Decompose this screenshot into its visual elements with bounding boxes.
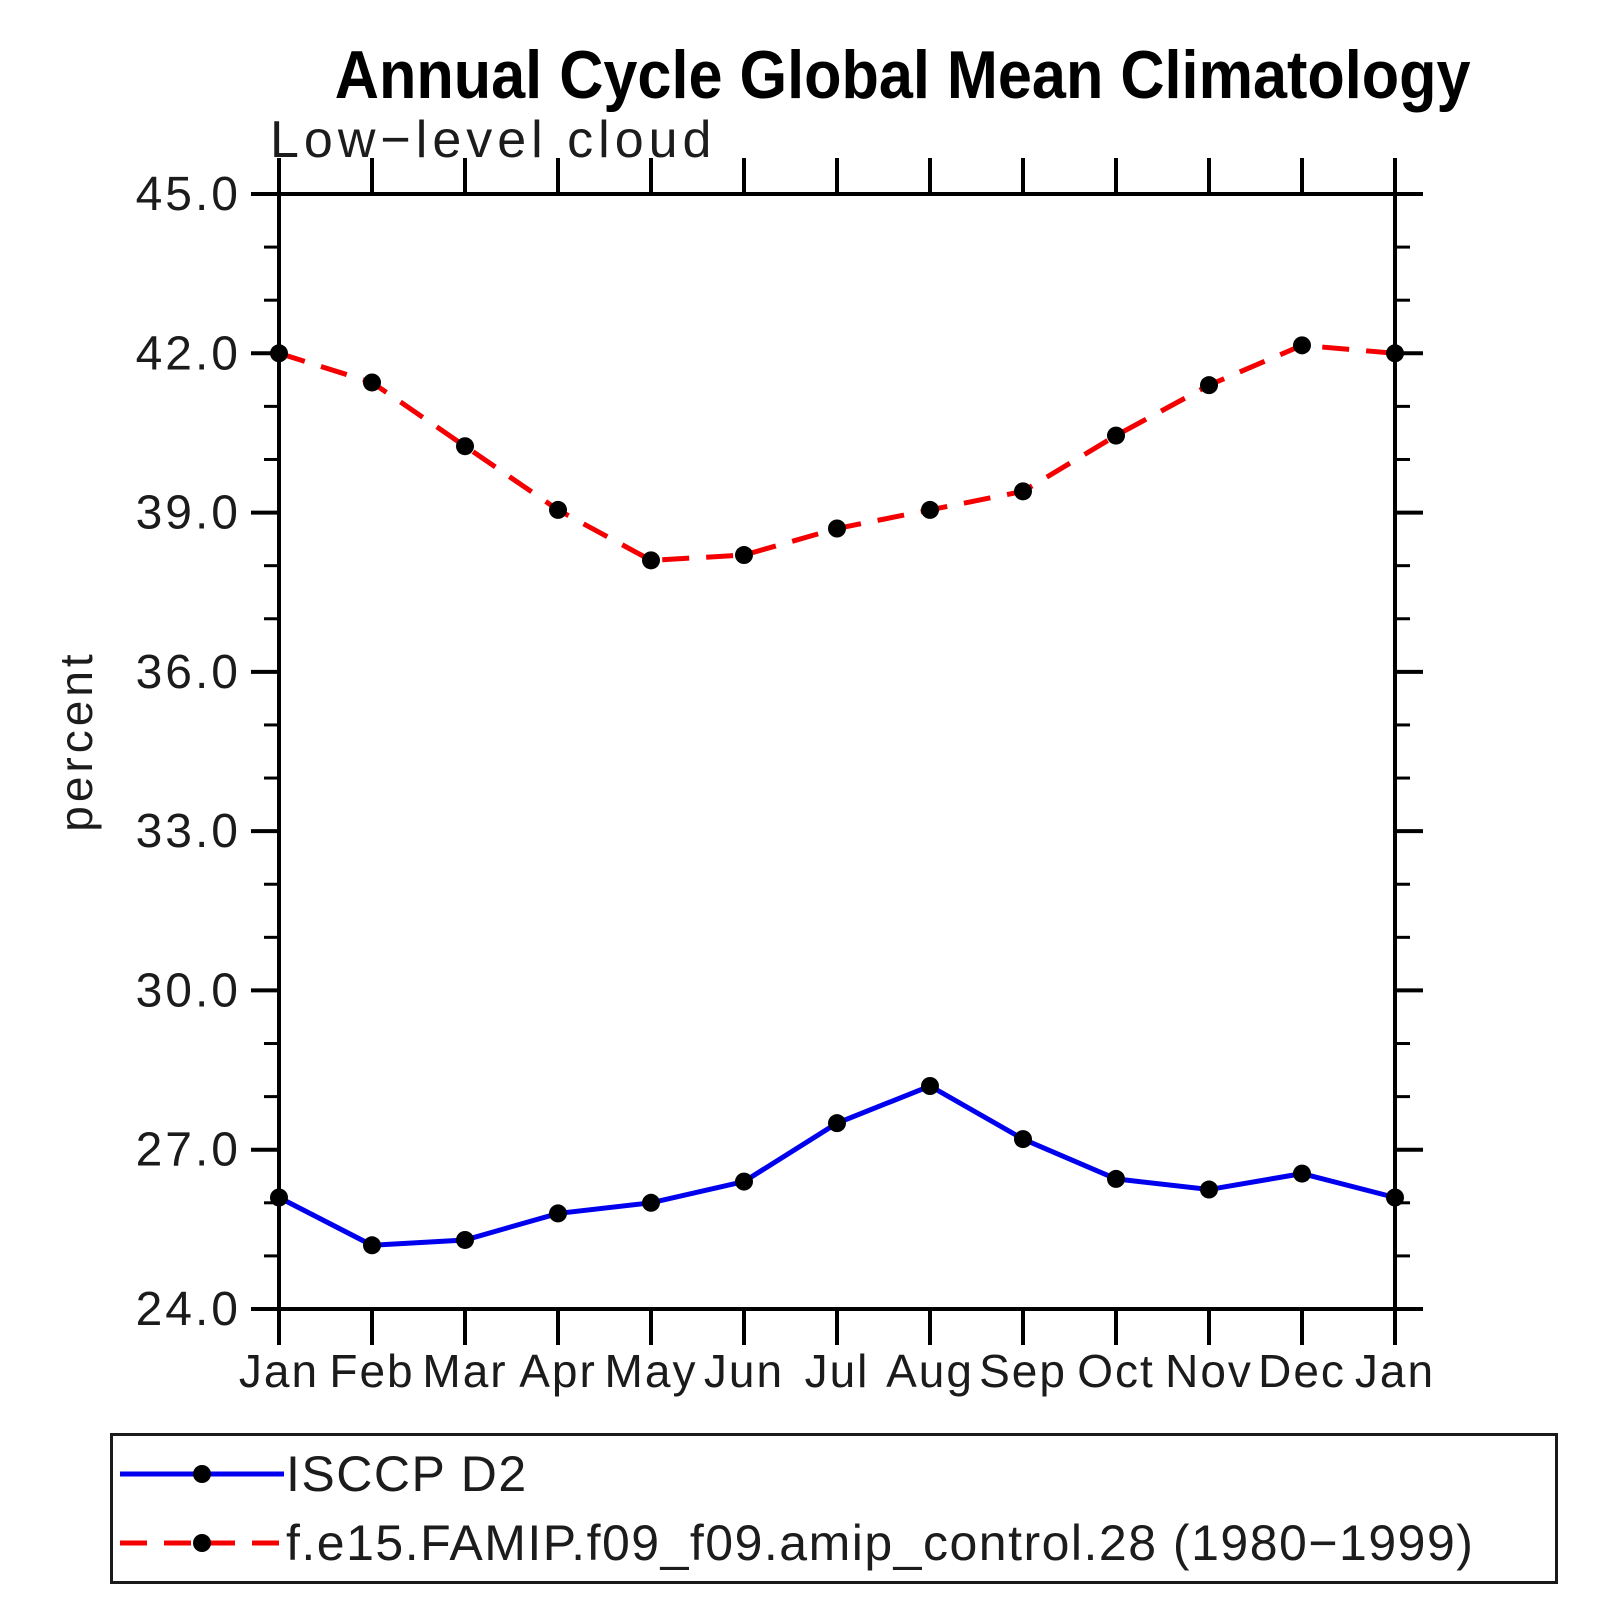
chart-subtitle: Low−level cloud [270, 111, 717, 169]
x-tick-label: Oct [1077, 1345, 1155, 1397]
data-point-marker [363, 373, 381, 392]
x-tick-label: Jan [239, 1345, 319, 1397]
data-point-marker [735, 546, 753, 565]
legend-entry-isccp: ISCCP D2 [118, 1441, 1555, 1507]
data-point-marker [456, 1230, 474, 1249]
data-point-marker [642, 1193, 660, 1212]
data-point-marker [828, 1114, 846, 1133]
data-point-marker [270, 344, 288, 363]
data-point-marker [1200, 1180, 1218, 1199]
data-point-marker [363, 1236, 381, 1255]
data-point-marker [549, 500, 567, 519]
legend-line-sample-model [120, 1533, 284, 1552]
data-point-marker [1107, 1169, 1125, 1188]
x-tick-label: May [605, 1345, 698, 1397]
data-point-marker [921, 500, 939, 519]
y-tick-label: 27.0 [136, 1124, 241, 1177]
plot-area: Jan Feb Mar Apr May Jun Jul Aug Sep Oct Nov Dec Jan2… [136, 158, 1435, 1397]
x-tick-label: Mar [422, 1345, 507, 1397]
data-point-marker [1107, 426, 1125, 445]
data-point-marker [270, 1188, 288, 1207]
y-tick-label: 36.0 [136, 646, 241, 699]
data-point-marker [1293, 336, 1311, 355]
data-point-marker [1014, 482, 1032, 501]
legend-label-model: f.e15.FAMIP.f09_f09.amip_control.28 (198… [286, 1514, 1475, 1571]
data-point-marker [456, 437, 474, 456]
y-tick-label: 45.0 [136, 168, 241, 221]
x-tick-label: Sep [979, 1345, 1067, 1397]
legend-line-sample-isccp [120, 1465, 284, 1484]
legend-entry-model: f.e15.FAMIP.f09_f09.amip_control.28 (198… [118, 1510, 1555, 1576]
data-point-marker [549, 1204, 567, 1223]
x-tick-label: Aug [886, 1345, 974, 1397]
plot-border [277, 192, 1397, 1311]
data-point-marker [1014, 1130, 1032, 1149]
data-point-marker [1293, 1164, 1311, 1183]
data-point-marker [1386, 1188, 1404, 1207]
x-tick-label: Jul [805, 1345, 870, 1397]
data-point-marker [642, 551, 660, 570]
data-point-marker [828, 519, 846, 538]
data-point-marker [735, 1172, 753, 1191]
x-tick-label: Jan [1355, 1345, 1435, 1397]
legend-box: ISCCP D2 f.e15.FAMIP.f09_f09.amip_contro… [110, 1433, 1558, 1584]
legend-marker [193, 1465, 211, 1484]
x-tick-label: Apr [519, 1345, 597, 1397]
x-tick-label: Nov [1165, 1345, 1253, 1397]
x-tick-label: Dec [1258, 1345, 1346, 1397]
y-tick-label: 42.0 [136, 327, 241, 380]
legend-marker [193, 1533, 211, 1552]
y-tick-label: 39.0 [136, 487, 241, 540]
y-tick-label: 24.0 [136, 1283, 241, 1336]
chart-title: Annual Cycle Global Mean Climatology [334, 37, 1471, 113]
data-point-marker [1386, 344, 1404, 363]
data-point-marker [921, 1077, 939, 1095]
legend-label-isccp: ISCCP D2 [286, 1446, 528, 1503]
y-tick-label: 30.0 [136, 964, 241, 1017]
data-point-marker [1200, 376, 1218, 395]
series-line-0 [277, 1083, 1396, 1248]
y-tick-label: 33.0 [136, 805, 241, 858]
x-tick-label: Feb [329, 1345, 414, 1397]
x-tick-label: Jun [704, 1345, 784, 1397]
